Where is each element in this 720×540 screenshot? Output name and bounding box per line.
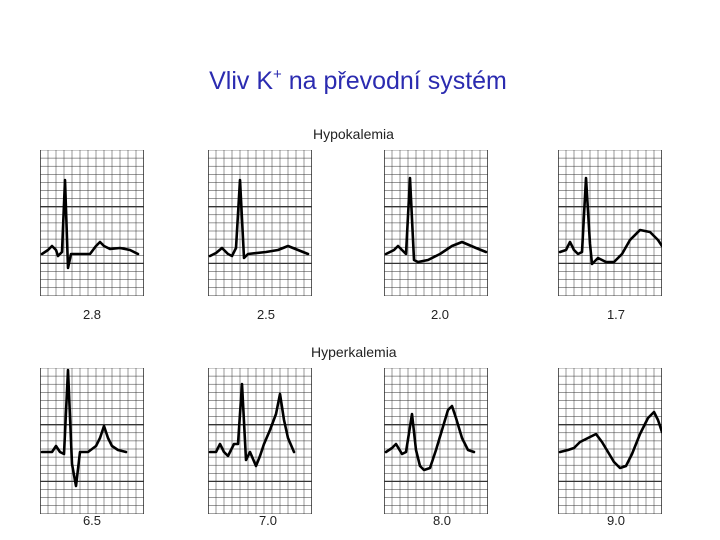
- ecg-strip: [558, 150, 662, 296]
- ecg-panel-hypokalemia-2: [208, 150, 312, 296]
- grid: [208, 368, 312, 514]
- title-superscript: +: [273, 66, 282, 83]
- ecg-panel-hyperkalemia-1: [40, 368, 144, 514]
- grid: [384, 368, 488, 514]
- ecg-waveform: [208, 382, 296, 468]
- ecg-panel-hyperkalemia-2: [208, 368, 312, 514]
- k-value-label: 2.8: [82, 307, 102, 322]
- k-value-label: 9.0: [606, 513, 626, 528]
- k-value-label: 2.5: [256, 307, 276, 322]
- ecg-strip: [384, 150, 488, 296]
- slide-title: Vliv K+ na převodní systém: [0, 66, 716, 96]
- k-value-label: 7.0: [258, 513, 278, 528]
- ecg-panel-hypokalemia-1: [40, 150, 144, 296]
- ecg-waveform: [384, 404, 476, 472]
- ecg-waveform: [558, 176, 662, 266]
- hypokalemia-label: Hypokalemia: [313, 126, 394, 142]
- ecg-panel-hypokalemia-4: [558, 150, 662, 296]
- ecg-strip: [40, 150, 144, 296]
- ecg-waveform: [384, 176, 488, 264]
- grid: [40, 150, 144, 296]
- grid: [558, 368, 662, 514]
- ecg-waveform: [40, 178, 140, 270]
- ecg-waveform: [40, 368, 128, 488]
- title-suffix: na převodní systém: [281, 67, 507, 95]
- ecg-strip: [384, 368, 488, 514]
- k-value-label: 1.7: [606, 307, 626, 322]
- ecg-strip: [558, 368, 662, 514]
- title-prefix: Vliv K: [209, 67, 273, 95]
- hyperkalemia-label: Hyperkalemia: [311, 344, 397, 360]
- ecg-panel-hyperkalemia-3: [384, 368, 488, 514]
- ecg-strip: [40, 368, 144, 514]
- k-value-label: 8.0: [432, 513, 452, 528]
- ecg-strip: [208, 368, 312, 514]
- grid: [384, 150, 488, 296]
- ecg-panel-hypokalemia-3: [384, 150, 488, 296]
- ecg-waveform: [558, 410, 662, 470]
- grid: [208, 150, 312, 296]
- grid: [558, 150, 662, 296]
- k-value-label: 2.0: [430, 307, 450, 322]
- ecg-waveform: [208, 178, 310, 260]
- ecg-panel-hyperkalemia-4: [558, 368, 662, 514]
- ecg-strip: [208, 150, 312, 296]
- grid: [40, 368, 144, 514]
- k-value-label: 6.5: [82, 513, 102, 528]
